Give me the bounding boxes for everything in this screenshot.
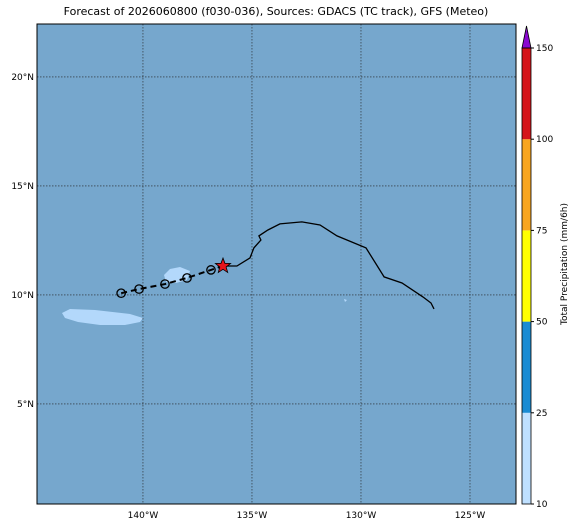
y-tick-label: 15°N xyxy=(11,182,34,192)
colorbar-tick-label: 75 xyxy=(536,226,547,236)
colorbar-extension xyxy=(521,25,532,49)
y-tick-label: 20°N xyxy=(11,73,34,83)
colorbar-tick-label: 100 xyxy=(536,135,553,145)
track-point xyxy=(116,288,127,299)
x-tick-label: 130°W xyxy=(346,511,377,521)
precip-area xyxy=(62,309,143,325)
track-line xyxy=(120,265,224,295)
current-position xyxy=(214,256,232,274)
map-frame xyxy=(36,23,517,505)
colorbar-label: Total Precipitation (mm/6h) xyxy=(560,203,570,326)
x-tick-label: 135°W xyxy=(237,511,268,521)
y-tick-label: 10°N xyxy=(11,291,34,301)
y-tick-label: 5°N xyxy=(17,400,34,410)
colorbar-tick-label: 10 xyxy=(536,500,548,510)
map-title: Forecast of 2026060800 (f030-036), Sourc… xyxy=(64,5,489,18)
ocean xyxy=(37,24,516,504)
colorbar-frame xyxy=(521,47,532,505)
colorbar-tick-label: 150 xyxy=(536,44,553,54)
precip-area xyxy=(344,299,347,302)
map-layer xyxy=(37,24,516,504)
track-point xyxy=(134,284,144,294)
contour-line xyxy=(223,221,435,310)
colorbar-segment xyxy=(522,412,531,504)
track-point xyxy=(182,273,192,283)
colorbar-segment xyxy=(522,230,531,322)
colorbar-segment xyxy=(522,48,531,140)
colorbar-tick-label: 25 xyxy=(536,409,547,419)
track-point xyxy=(206,265,216,275)
x-tick-label: 125°W xyxy=(455,511,486,521)
x-tick-label: 140°W xyxy=(128,511,159,521)
track-point xyxy=(160,279,170,289)
colorbar-tick-label: 50 xyxy=(536,318,548,328)
colorbar-segment xyxy=(522,321,531,413)
colorbar-segment xyxy=(522,139,531,231)
